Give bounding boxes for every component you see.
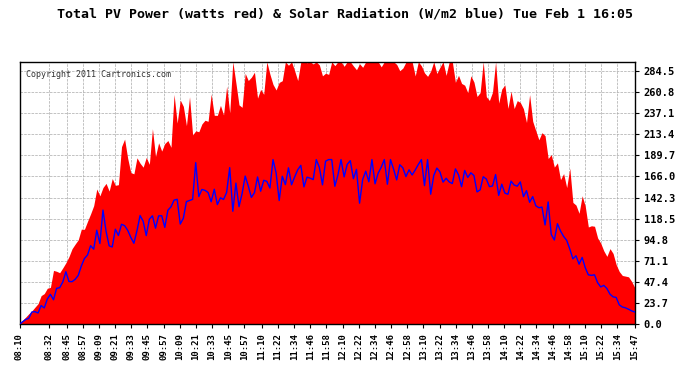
Text: Total PV Power (watts red) & Solar Radiation (W/m2 blue) Tue Feb 1 16:05: Total PV Power (watts red) & Solar Radia…: [57, 8, 633, 21]
Text: Copyright 2011 Cartronics.com: Copyright 2011 Cartronics.com: [26, 70, 170, 79]
